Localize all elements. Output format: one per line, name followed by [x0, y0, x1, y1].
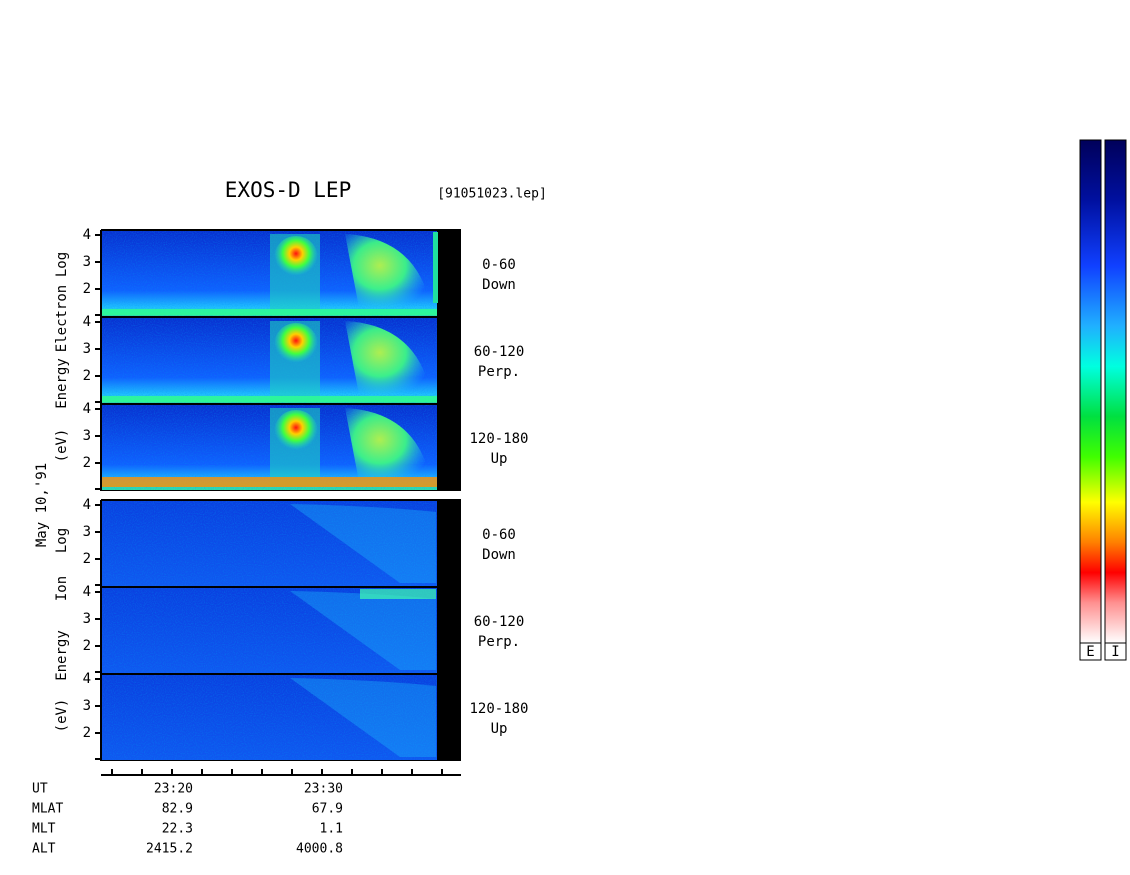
panel-label: Perp. [478, 634, 520, 650]
row-header: MLT [32, 822, 56, 837]
y-tick-label: 2 [83, 725, 91, 741]
y-tick-label: 3 [83, 428, 91, 444]
y-tick-label: 4 [83, 401, 91, 417]
date-label: May 10,'91 [34, 463, 50, 547]
y-tick-label: 3 [83, 524, 91, 540]
cell: 2415.2 [146, 842, 193, 857]
y-tick-label: 4 [83, 497, 91, 513]
feature [433, 232, 438, 303]
cell: 67.9 [312, 802, 343, 817]
feature [274, 236, 318, 280]
cell: 23:20 [154, 782, 193, 797]
axis-label: (eV) [54, 429, 70, 463]
y-tick-label: 2 [83, 638, 91, 654]
axis-label: Energy [54, 358, 70, 409]
feature [360, 589, 436, 599]
feature [290, 504, 436, 583]
feature [345, 408, 432, 487]
y-tick-label: 2 [83, 368, 91, 384]
feature [345, 234, 432, 313]
colorbar [1104, 139, 1127, 644]
colorbar-label: E [1086, 644, 1094, 660]
panel-label: 120-180 [469, 701, 528, 717]
panel-label: Up [491, 721, 508, 737]
y-tick-label: 4 [83, 584, 91, 600]
colorbar-label-box [1104, 642, 1127, 661]
feature [274, 323, 318, 367]
cell: 23:30 [304, 782, 343, 797]
cell: 4000.8 [296, 842, 343, 857]
panel-label: Up [491, 451, 508, 467]
y-tick-label: 3 [83, 698, 91, 714]
axis-label: Log [54, 252, 70, 277]
row-header: ALT [32, 842, 56, 857]
spectrogram-noise [102, 675, 437, 760]
axis-label: Log [54, 528, 70, 553]
axis-label: Ion [54, 576, 70, 601]
cell: 1.1 [320, 822, 343, 837]
y-tick-label: 4 [83, 314, 91, 330]
panel-label: 0-60 [482, 257, 516, 273]
feature [102, 309, 437, 315]
y-tick-label: 4 [83, 671, 91, 687]
file-name: [91051023.lep] [437, 187, 547, 202]
y-tick-label: 3 [83, 611, 91, 627]
axis-label: Energy [54, 630, 70, 681]
feature [290, 678, 436, 757]
feature [290, 591, 436, 670]
feature [102, 477, 437, 487]
y-tick-label: 4 [83, 227, 91, 243]
y-tick-label: 2 [83, 551, 91, 567]
title: EXOS-D LEP [225, 178, 351, 202]
axis-label: Electron [54, 285, 70, 352]
y-tick-label: 3 [83, 341, 91, 357]
colorbar-label: I [1111, 644, 1119, 660]
spectrogram-noise [102, 501, 437, 586]
plot-area: EXOS-D LEP [91051023.lep]May 10,'91LogEle… [32, 139, 1127, 857]
row-header: MLAT [32, 802, 63, 817]
spectrogram-noise [102, 588, 437, 673]
panel-label: 120-180 [469, 431, 528, 447]
panel-label: 60-120 [474, 614, 525, 630]
y-tick-label: 2 [83, 281, 91, 297]
panel-label: Down [482, 277, 516, 293]
axis-label: (eV) [54, 699, 70, 733]
panel-label: 60-120 [474, 344, 525, 360]
cell: 22.3 [162, 822, 193, 837]
cell: 82.9 [162, 802, 193, 817]
panel-label: 0-60 [482, 527, 516, 543]
feature [274, 410, 318, 454]
y-tick-label: 3 [83, 254, 91, 270]
panel-label: Perp. [478, 364, 520, 380]
y-tick-label: 2 [83, 455, 91, 471]
panel-label: Down [482, 547, 516, 563]
colorbar [1079, 139, 1102, 644]
feature [345, 321, 432, 400]
feature [102, 396, 437, 402]
row-header: UT [32, 782, 48, 797]
colorbar-label-box [1079, 642, 1102, 661]
